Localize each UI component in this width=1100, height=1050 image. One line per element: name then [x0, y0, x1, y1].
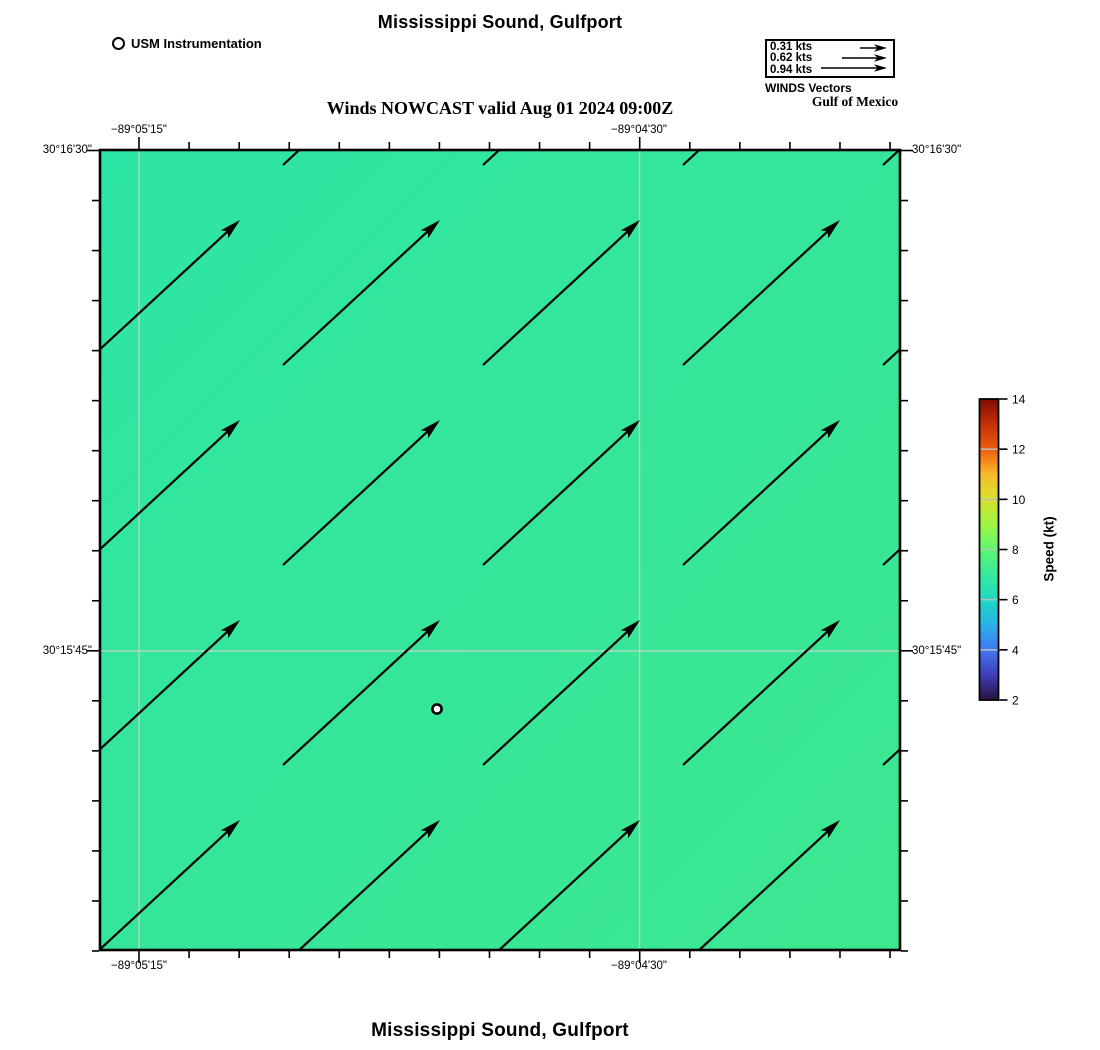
- wind-arrow-shaft: [482, 625, 634, 766]
- colorbar-tick-label: 12: [1012, 443, 1026, 457]
- wind-arrow-shaft: [682, 625, 834, 766]
- region-label: Gulf of Mexico: [811, 94, 899, 109]
- wind-arrow-shaft: [682, 425, 834, 566]
- wind-arrow-head: [421, 20, 440, 38]
- vector-scale-arrows: [821, 44, 887, 72]
- wind-arrow-shaft: [282, 625, 434, 766]
- wind-arrow-head: [420, 820, 440, 839]
- x-axis-label: −89°05'15": [111, 960, 167, 972]
- colorbar-frame: [978, 398, 1000, 701]
- x-axis-label: −89°04'30": [611, 124, 667, 136]
- wind-arrow-head: [620, 820, 640, 839]
- wind-arrow-head: [420, 620, 440, 639]
- chart-subtitle: Winds NOWCAST valid Aug 01 2024 09:00Z: [326, 98, 674, 118]
- wind-arrow-shaft: [100, 625, 234, 751]
- wind-arrow-shaft: [497, 825, 634, 950]
- wind-arrow-head: [1021, 20, 1040, 38]
- wind-arrow-head: [620, 220, 640, 239]
- vector-scale-legend: 0.31 kts 0.62 kts 0.94 kts: [765, 39, 895, 78]
- wind-arrow-head: [420, 420, 440, 439]
- vector-scale-entry: 0.31 kts: [770, 41, 813, 53]
- wind-arrow-shaft: [882, 547, 900, 566]
- wind-arrow-head: [221, 20, 240, 38]
- wind-arrow-shaft: [882, 747, 900, 766]
- wind-arrow-head: [1021, 820, 1040, 838]
- colorbar-tick-label: 10: [1012, 493, 1026, 507]
- y-axis-label: 30°16'30": [912, 144, 962, 156]
- wind-arrow-head: [620, 620, 640, 639]
- y-axis-label: 30°15'45": [42, 645, 92, 657]
- wind-arrow-head: [220, 220, 240, 239]
- wind-arrow-head: [1021, 420, 1040, 438]
- wind-arrow-shaft: [282, 150, 301, 166]
- bottom-title: Mississippi Sound, Gulfport: [371, 1020, 629, 1041]
- reference-arrow-head: [874, 64, 887, 72]
- colorbar-tick-label: 8: [1012, 543, 1019, 557]
- wind-arrow-head: [621, 20, 640, 38]
- x-axis-label: −89°05'15": [111, 124, 167, 136]
- colorbar-tick-label: 4: [1012, 643, 1019, 657]
- wind-arrow-head: [820, 820, 840, 839]
- station-marker: [431, 703, 443, 715]
- colorbar-tick-label: 14: [1012, 393, 1026, 407]
- wind-arrow-shaft: [100, 150, 101, 151]
- instrument-legend-label: USM Instrumentation: [131, 36, 262, 51]
- wind-arrow-head: [420, 220, 440, 239]
- wind-arrow-head: [220, 420, 240, 439]
- x-axis-label: −89°04'30": [611, 960, 667, 972]
- y-axis-label: 30°16'30": [42, 144, 92, 156]
- wind-arrow-shaft: [100, 425, 234, 551]
- wind-arrow-shaft: [897, 947, 900, 950]
- vector-scale-entry: 0.62 kts: [770, 52, 813, 65]
- wind-arrow-shaft: [682, 150, 701, 166]
- wind-arrow-head: [820, 420, 840, 439]
- wind-arrow-shaft: [100, 825, 234, 950]
- wind-vectors: [100, 20, 1040, 950]
- vector-legend-caption: WINDS Vectors: [765, 81, 852, 95]
- wind-arrow-shaft: [282, 225, 434, 366]
- instrument-legend: USM Instrumentation: [112, 36, 262, 51]
- wind-arrow-head: [220, 620, 240, 639]
- wind-arrow-head: [821, 20, 840, 38]
- wind-arrow-shaft: [682, 225, 834, 366]
- wind-arrow-shaft: [882, 347, 900, 366]
- wind-arrow-shaft: [482, 425, 634, 566]
- reference-arrow-head: [874, 54, 887, 62]
- y-axis-label: 30°15'45": [912, 645, 962, 657]
- wind-arrow-shaft: [482, 150, 501, 166]
- wind-arrow-shaft: [100, 225, 234, 351]
- colorbar-tick-label: 6: [1012, 593, 1019, 607]
- wind-arrow-shaft: [282, 425, 434, 566]
- wind-arrow-head: [1021, 620, 1040, 638]
- wind-arrow-head: [820, 220, 840, 239]
- wind-arrow-head: [620, 420, 640, 439]
- vector-scale-entry: 0.94 kts: [770, 63, 813, 76]
- page-title: Mississippi Sound, Gulfport: [377, 12, 623, 32]
- wind-arrow-shaft: [297, 825, 434, 950]
- wind-arrow-head: [820, 620, 840, 639]
- station-circle-icon: [112, 37, 125, 50]
- colorbar-tick-label: 2: [1012, 694, 1019, 708]
- wind-arrow-head: [1021, 220, 1040, 238]
- colorbar-axis-label: Speed (kt): [1041, 516, 1057, 582]
- reference-arrow-head: [874, 44, 887, 52]
- wind-arrow-shaft: [482, 225, 634, 366]
- wind-arrow-shaft: [882, 150, 900, 166]
- wind-arrow-shaft: [697, 825, 834, 950]
- wind-arrow-head: [220, 820, 240, 839]
- map-frame: [98, 148, 902, 952]
